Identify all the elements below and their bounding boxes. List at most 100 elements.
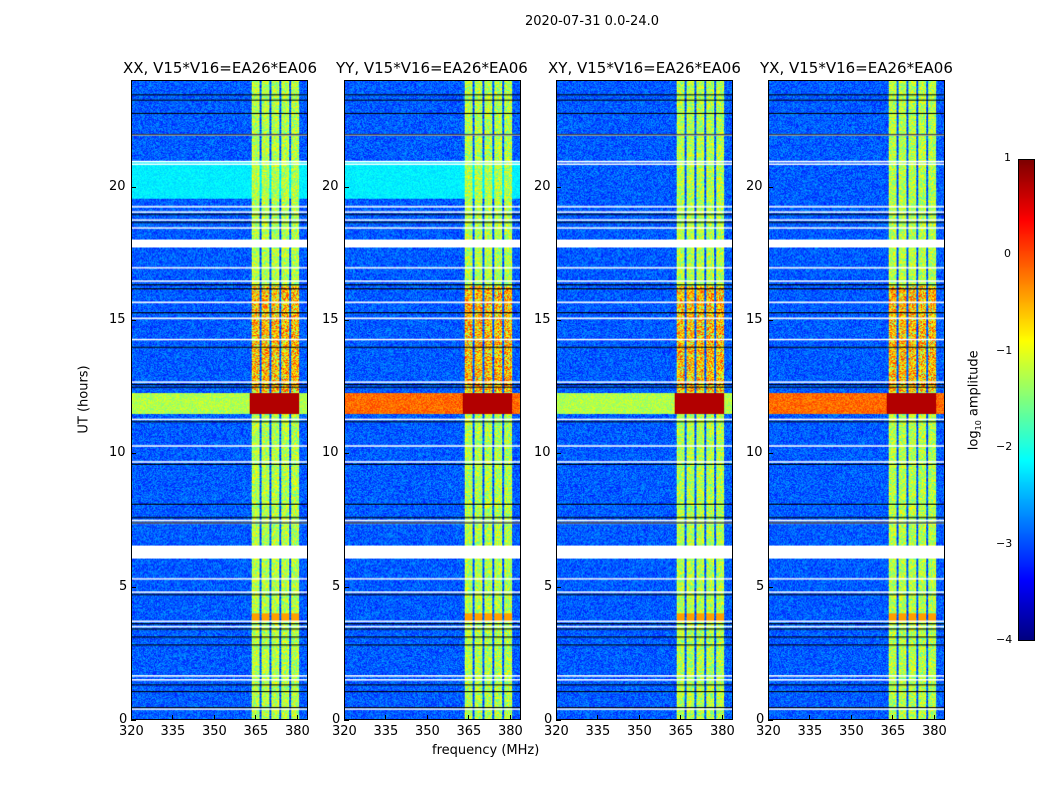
- x-tick-mark: [809, 715, 811, 720]
- x-tick-label: 350: [201, 724, 227, 739]
- y-tick-mark: [768, 453, 773, 455]
- panel-title: YY, V15*V16=EA26*EA06: [336, 59, 528, 77]
- x-tick-label: 365: [456, 724, 482, 739]
- x-tick-mark: [131, 715, 132, 720]
- x-tick-mark: [172, 715, 174, 720]
- y-tick-mark: [768, 320, 773, 321]
- y-tick-label: 20: [534, 178, 551, 194]
- x-axis-label: frequency (MHz): [432, 743, 540, 758]
- panel-title: YX, V15*V16=EA26*EA06: [760, 59, 953, 77]
- y-tick-label: 10: [746, 445, 763, 461]
- x-tick-mark: [680, 715, 682, 720]
- x-tick-mark: [638, 715, 640, 720]
- x-tick-label: 320: [332, 724, 357, 739]
- x-tick-mark: [556, 715, 557, 720]
- y-tick-label: 5: [544, 578, 553, 594]
- y-tick-mark: [344, 586, 349, 588]
- y-tick-mark: [344, 720, 349, 721]
- x-tick-mark: [768, 715, 769, 720]
- panel-title: XY, V15*V16=EA26*EA06: [548, 59, 741, 77]
- y-tick-label: 15: [534, 312, 551, 327]
- y-tick-label: 0: [332, 712, 341, 727]
- colorbar: [1018, 159, 1035, 641]
- y-tick-label: 15: [322, 312, 339, 327]
- x-tick-label: 350: [626, 724, 652, 739]
- y-tick-label: 10: [109, 445, 126, 461]
- x-tick-label: 335: [160, 724, 186, 739]
- colorbar-label: log10 amplitude: [966, 350, 984, 451]
- colorbar-tick-label: 0: [1004, 247, 1011, 261]
- spectrogram-3: [768, 80, 945, 720]
- x-tick-mark: [426, 715, 428, 720]
- y-tick-label: 10: [534, 445, 551, 461]
- spectrogram-0: [131, 80, 308, 720]
- y-tick-label: 15: [746, 312, 763, 327]
- y-tick-mark: [344, 453, 349, 455]
- x-tick-label: 335: [797, 724, 823, 739]
- y-tick-mark: [131, 586, 136, 588]
- x-tick-label: 320: [119, 724, 144, 739]
- x-tick-label: 365: [243, 724, 269, 739]
- y-tick-mark: [131, 720, 136, 721]
- y-tick-mark: [556, 453, 561, 455]
- x-tick-label: 350: [838, 724, 864, 739]
- y-tick-label: 0: [756, 712, 765, 727]
- x-tick-mark: [468, 715, 470, 720]
- x-tick-mark: [850, 715, 852, 720]
- y-tick-mark: [131, 453, 136, 455]
- x-tick-label: 380: [497, 724, 523, 739]
- panel-title: XX, V15*V16=EA26*EA06: [123, 59, 318, 77]
- x-tick-label: 380: [709, 724, 735, 739]
- y-tick-mark: [556, 720, 561, 721]
- x-tick-mark: [213, 715, 215, 720]
- y-tick-mark: [556, 186, 561, 188]
- x-tick-label: 335: [585, 724, 611, 739]
- x-tick-mark: [509, 715, 511, 720]
- colorbar-tick-label: −4: [996, 633, 1013, 646]
- y-axis-label: UT (hours): [76, 365, 92, 434]
- x-tick-label: 365: [668, 724, 694, 739]
- figure-title: 2020-07-31 0.0-24.0: [525, 14, 659, 29]
- y-tick-mark: [344, 320, 349, 321]
- y-tick-mark: [344, 186, 349, 188]
- x-tick-mark: [385, 715, 387, 720]
- x-tick-label: 320: [544, 724, 569, 739]
- y-tick-mark: [131, 186, 136, 188]
- colorbar-tick-label: −1: [996, 343, 1013, 357]
- y-tick-label: 5: [119, 578, 128, 594]
- x-tick-label: 380: [284, 724, 310, 739]
- y-tick-label: 20: [746, 178, 763, 194]
- y-tick-label: 5: [756, 578, 765, 594]
- colorbar-tick-label: −2: [996, 440, 1013, 454]
- spectrogram-1: [344, 80, 521, 720]
- y-tick-mark: [556, 320, 561, 321]
- x-tick-mark: [597, 715, 599, 720]
- spectrogram-2: [556, 80, 733, 720]
- y-tick-label: 10: [322, 445, 339, 461]
- x-tick-label: 380: [921, 724, 947, 739]
- y-tick-mark: [131, 320, 136, 321]
- y-tick-label: 0: [119, 712, 128, 727]
- y-tick-label: 5: [332, 578, 341, 594]
- colorbar-tick-label: −3: [996, 536, 1013, 550]
- colorbar-tick-label: 1: [1004, 151, 1011, 164]
- x-tick-label: 320: [756, 724, 781, 739]
- x-tick-mark: [255, 715, 257, 720]
- y-tick-label: 20: [109, 178, 126, 194]
- y-tick-label: 0: [544, 712, 553, 727]
- y-tick-mark: [768, 186, 773, 188]
- x-tick-mark: [296, 715, 298, 720]
- y-tick-mark: [768, 586, 773, 588]
- y-tick-mark: [768, 720, 773, 721]
- y-tick-mark: [556, 586, 561, 588]
- x-tick-mark: [892, 715, 894, 720]
- x-tick-label: 335: [373, 724, 399, 739]
- x-tick-label: 350: [414, 724, 440, 739]
- x-tick-label: 365: [880, 724, 906, 739]
- y-tick-label: 20: [322, 178, 339, 194]
- x-tick-mark: [933, 715, 935, 720]
- x-tick-mark: [721, 715, 723, 720]
- x-tick-mark: [344, 715, 345, 720]
- y-tick-label: 15: [109, 312, 126, 327]
